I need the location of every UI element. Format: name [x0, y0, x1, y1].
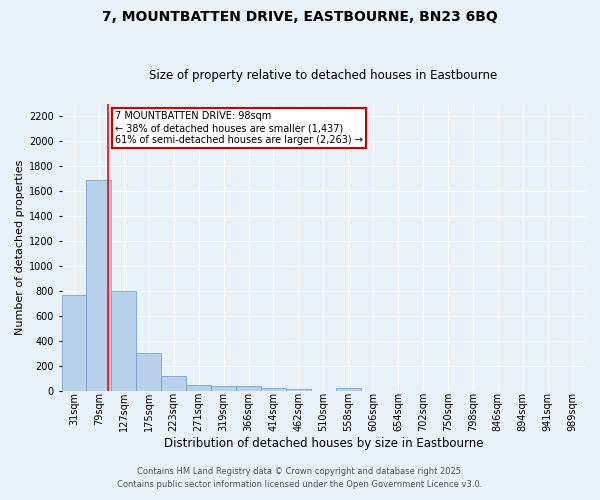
Bar: [62, 294, 86, 390]
Bar: [286, 389, 311, 390]
Bar: [236, 386, 261, 390]
Y-axis label: Number of detached properties: Number of detached properties: [15, 160, 25, 335]
Text: Contains HM Land Registry data © Crown copyright and database right 2025.
Contai: Contains HM Land Registry data © Crown c…: [118, 468, 482, 489]
Bar: [161, 376, 186, 390]
Bar: [86, 180, 112, 390]
Title: Size of property relative to detached houses in Eastbourne: Size of property relative to detached ho…: [149, 69, 497, 82]
Bar: [136, 354, 161, 391]
Text: 7, MOUNTBATTEN DRIVE, EASTBOURNE, BN23 6BQ: 7, MOUNTBATTEN DRIVE, EASTBOURNE, BN23 6…: [102, 10, 498, 24]
Bar: [186, 386, 211, 390]
Bar: [336, 388, 361, 390]
Bar: [261, 388, 286, 390]
Bar: [211, 386, 236, 390]
Bar: [112, 291, 136, 390]
X-axis label: Distribution of detached houses by size in Eastbourne: Distribution of detached houses by size …: [164, 437, 483, 450]
Text: 7 MOUNTBATTEN DRIVE: 98sqm
← 38% of detached houses are smaller (1,437)
61% of s: 7 MOUNTBATTEN DRIVE: 98sqm ← 38% of deta…: [115, 112, 363, 144]
